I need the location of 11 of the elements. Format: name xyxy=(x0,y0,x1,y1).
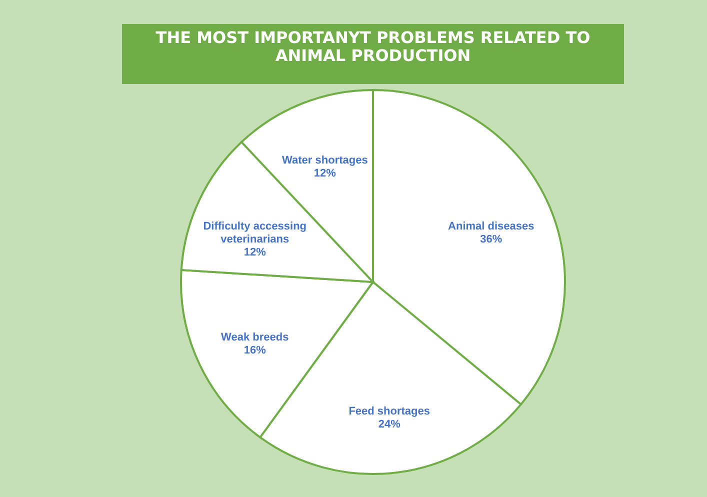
slice-label: Animal diseases xyxy=(448,220,534,232)
slice-label: Feed shortages xyxy=(348,406,430,418)
slice-label: Weak breeds xyxy=(221,332,289,344)
data-label: 12% xyxy=(244,246,266,258)
slice-label: Water shortages xyxy=(282,154,368,167)
slice-label: Difficulty accessing veterinarians xyxy=(203,220,307,246)
data-label: 36% xyxy=(480,233,502,246)
data-label: 12% xyxy=(314,168,336,180)
data-label: 16% xyxy=(244,344,266,357)
chart-title: THE MOST IMPORTANYT PROBLEMS RELATED TO ANIMAL PRODUCTION xyxy=(156,28,590,65)
data-label: 24% xyxy=(378,418,401,431)
